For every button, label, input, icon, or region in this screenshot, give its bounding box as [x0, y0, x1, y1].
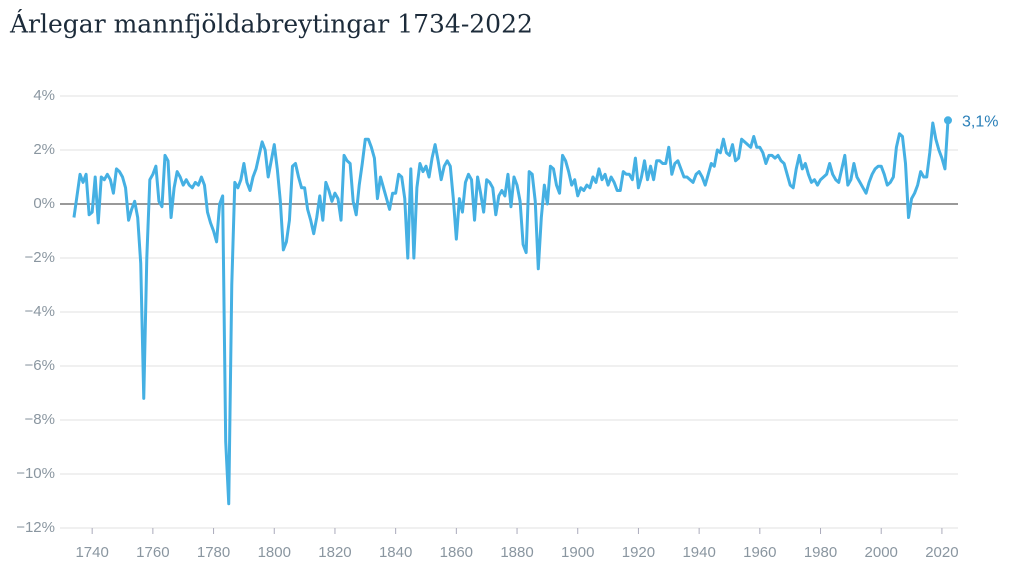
y-tick-label: 0% [33, 195, 55, 212]
y-tick-label: −6% [25, 357, 55, 374]
x-tick-label: 1960 [743, 544, 776, 561]
x-tick-label: 1860 [440, 544, 473, 561]
x-tick-label: 2000 [865, 544, 898, 561]
x-tick-label: 1920 [622, 544, 655, 561]
line-series [72, 120, 950, 506]
end-label: 3,1% [962, 114, 998, 131]
x-tick-label: 1880 [500, 544, 533, 561]
x-tick-label: 1820 [318, 544, 351, 561]
y-tick-label: 2% [33, 141, 55, 158]
y-tick-label: −10% [16, 465, 55, 482]
x-tick-label: 1780 [197, 544, 230, 561]
chart-title: Árlegar mannfjöldabreytingar 1734-2022 [9, 10, 533, 39]
x-tick-label: 1800 [258, 544, 291, 561]
x-tick-label: 1980 [804, 544, 837, 561]
end-marker [943, 116, 952, 125]
x-tick-label: 2020 [925, 544, 958, 561]
y-tick-label: −8% [25, 411, 55, 428]
y-tick-label: −4% [25, 303, 55, 320]
y-tick-label: 4% [33, 87, 55, 104]
y-tick-label: −2% [25, 249, 55, 266]
x-tick-label: 1840 [379, 544, 412, 561]
x-tick-label: 1740 [75, 544, 108, 561]
x-tick-label: 1940 [682, 544, 715, 561]
x-tick-label: 1900 [561, 544, 594, 561]
x-tick-label: 1760 [136, 544, 169, 561]
y-tick-label: −12% [16, 519, 55, 536]
